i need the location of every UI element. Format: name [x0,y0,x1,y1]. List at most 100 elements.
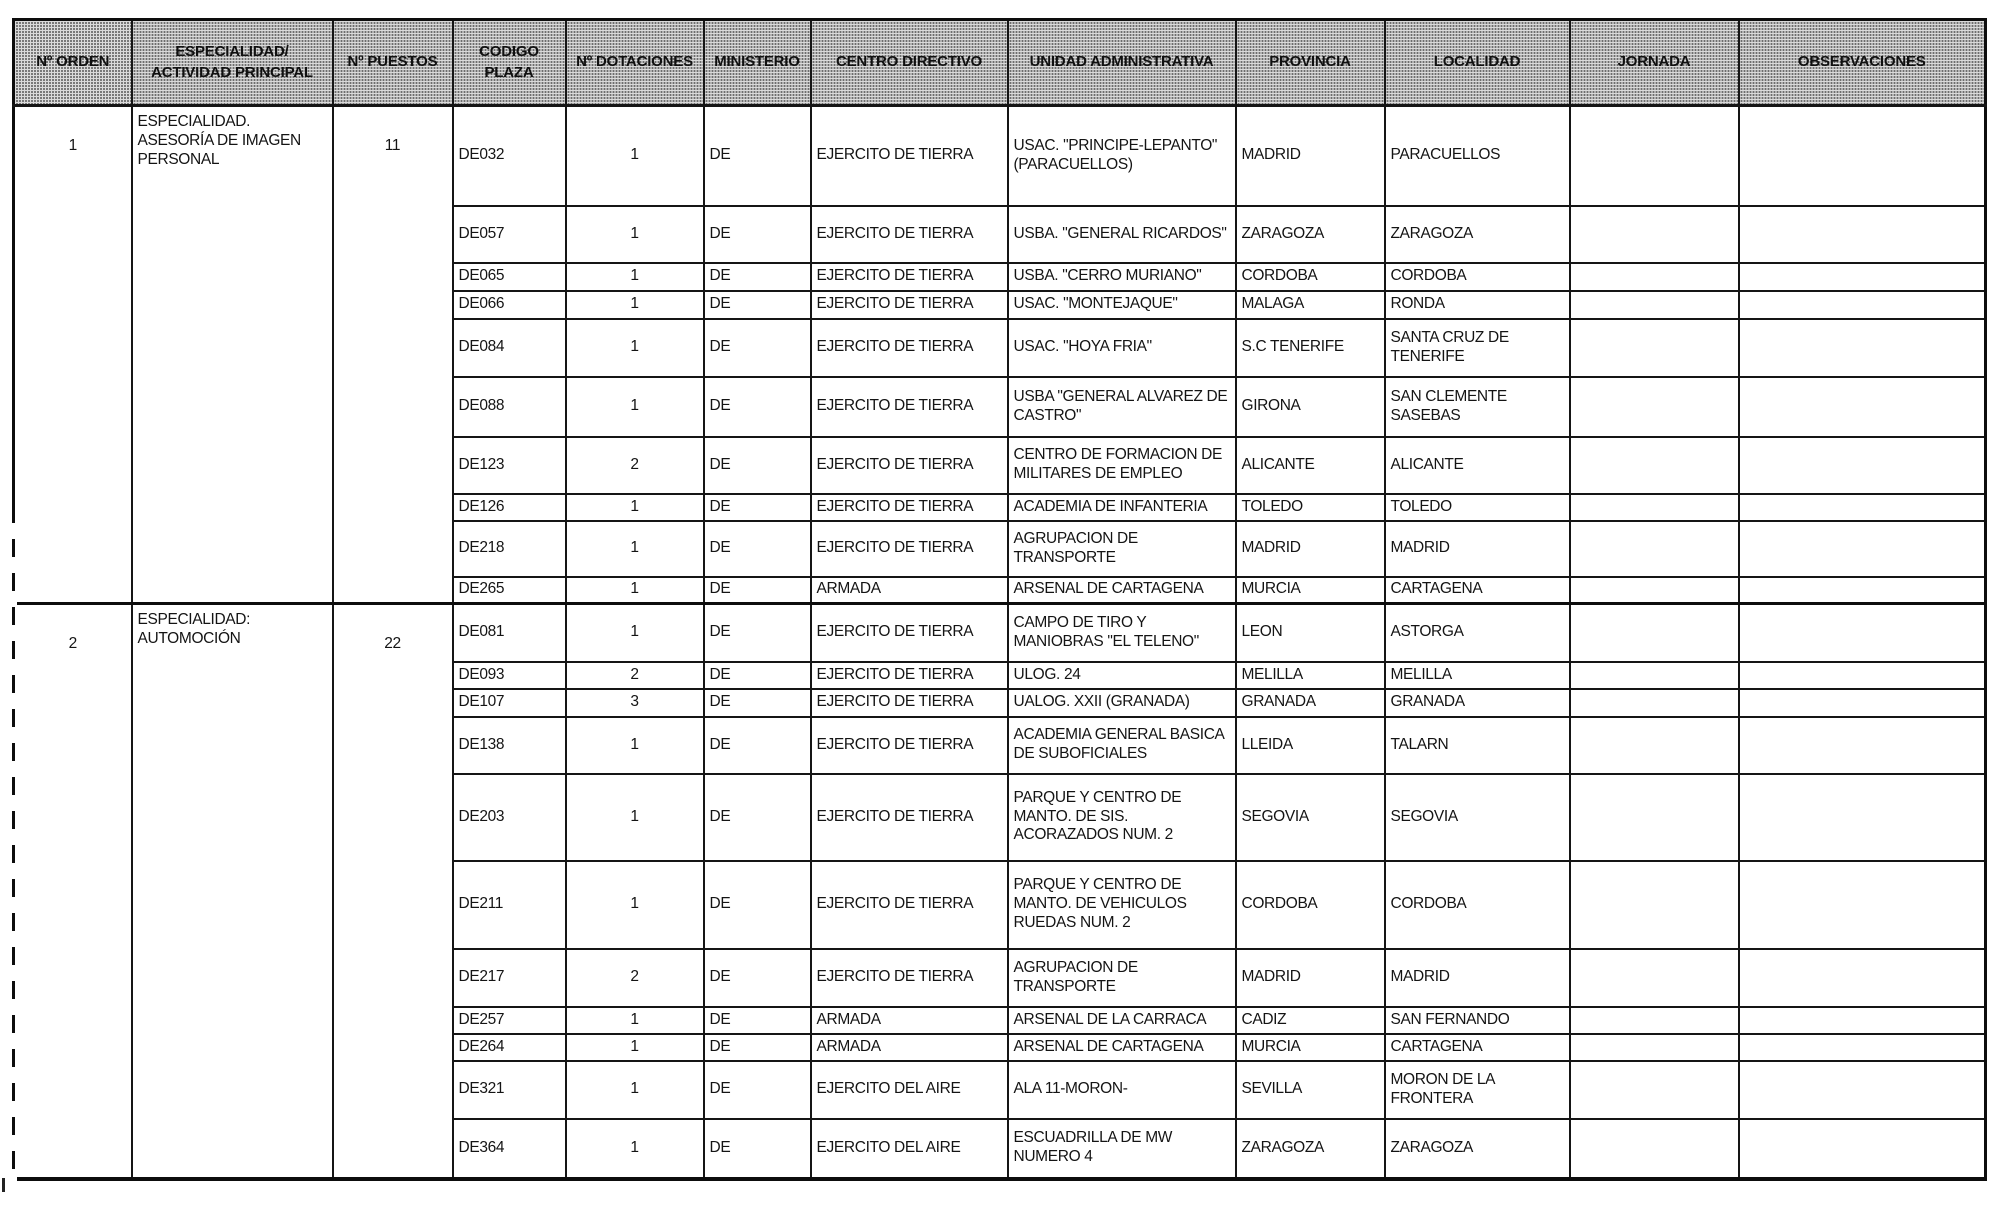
cell-ministerio: DE [702,1059,812,1120]
cell-num-dotaciones: 1 [564,289,705,320]
cell-provincia: MELILLA [1234,660,1386,690]
cell-observaciones [1737,859,1987,950]
cell-provincia: MADRID [1234,519,1386,578]
cell-provincia: MADRID [1234,104,1386,207]
cell-ministerio: DE [702,104,812,207]
table-row: DE126 1 DE EJERCITO DE TIERRA ACADEMIA DE IN… [14,492,1987,522]
cell-unidad-administrativa: ALA 11-MORON- [1006,1059,1237,1120]
cell-unidad-administrativa: PARQUE Y CENTRO DE MANTO. DE VEHICULOS R… [1006,859,1237,950]
cell-observaciones [1737,289,1987,320]
cell-ministerio: DE [702,602,812,663]
cell-localidad: ASTORGA [1383,602,1571,663]
cell-codigo-plaza: DE264 [451,1032,567,1062]
cell-unidad-administrativa: ESCUADRILLA DE MW NUMERO 4 [1006,1117,1237,1180]
cell-centro-directivo: EJERCITO DE TIERRA [809,602,1009,663]
cell-codigo-plaza: DE084 [451,317,567,378]
col-header-localidad: LOCALIDAD [1383,18,1571,107]
vacancies-table: Nº ORDEN ESPECIALIDAD/ ACTIVIDAD PRINCIP… [12,18,1987,1181]
cell-provincia: MURCIA [1234,575,1386,605]
cell-ministerio: DE [702,715,812,775]
cell-localidad: GRANADA [1383,687,1571,718]
cell-ministerio: DE [702,660,812,690]
cell-num-dotaciones: 3 [564,687,705,718]
cell-localidad: TOLEDO [1383,492,1571,522]
cell-centro-directivo: EJERCITO DE TIERRA [809,261,1009,292]
cell-num-dotaciones: 1 [564,204,705,264]
cell-num-dotaciones: 1 [564,492,705,522]
cell-localidad: RONDA [1383,289,1571,320]
cell-provincia: CORDOBA [1234,261,1386,292]
cell-centro-directivo: EJERCITO DE TIERRA [809,772,1009,862]
cell-jornada [1568,715,1740,775]
cell-codigo-plaza: DE257 [451,1005,567,1035]
table-row: DE321 1 DE EJERCITO DEL AIRE ALA 11-MORON- SE… [14,1059,1987,1120]
cell-provincia: ZARAGOZA [1234,1117,1386,1180]
cell-centro-directivo: ARMADA [809,1005,1009,1035]
table-row: DE107 3 DE EJERCITO DE TIERRA UALOG. XXII (G… [14,687,1987,718]
cell-centro-directivo: EJERCITO DE TIERRA [809,859,1009,950]
cell-observaciones [1737,1005,1987,1035]
cell-ministerio: DE [702,261,812,292]
cell-localidad: MADRID [1383,947,1571,1008]
cell-jornada [1568,492,1740,522]
table-row: DE138 1 DE EJERCITO DE TIERRA ACADEMIA GENER… [14,715,1987,775]
cell-unidad-administrativa: USAC. "HOYA FRIA" [1006,317,1237,378]
cell-localidad: CORDOBA [1383,859,1571,950]
table-row: DE066 1 DE EJERCITO DE TIERRA USAC. "MONTEJA… [14,289,1987,320]
cell-provincia: SEVILLA [1234,1059,1386,1120]
cell-num-dotaciones: 1 [564,1117,705,1180]
cell-codigo-plaza: DE065 [451,261,567,292]
cell-provincia: GIRONA [1234,375,1386,438]
table-row: DE093 2 DE EJERCITO DE TIERRA ULOG. 24 MELILL… [14,660,1987,690]
cell-localidad: MELILLA [1383,660,1571,690]
cell-centro-directivo: EJERCITO DE TIERRA [809,204,1009,264]
cell-observaciones [1737,715,1987,775]
cell-codigo-plaza: DE138 [451,715,567,775]
cell-jornada [1568,859,1740,950]
cell-centro-directivo: EJERCITO DEL AIRE [809,1117,1009,1180]
cell-num-dotaciones: 2 [564,435,705,495]
cell-provincia: MALAGA [1234,289,1386,320]
cell-centro-directivo: EJERCITO DE TIERRA [809,435,1009,495]
col-header-centro-directivo: CENTRO DIRECTIVO [809,18,1009,107]
cell-observaciones [1737,602,1987,663]
cell-num-dotaciones: 1 [564,859,705,950]
cell-centro-directivo: EJERCITO DE TIERRA [809,947,1009,1008]
cell-centro-directivo: EJERCITO DE TIERRA [809,492,1009,522]
cell-centro-directivo: EJERCITO DE TIERRA [809,687,1009,718]
cell-codigo-plaza: DE126 [451,492,567,522]
cell-codigo-plaza: DE203 [451,772,567,862]
col-header-num-puestos: Nº PUESTOS [331,18,454,107]
cell-jornada [1568,947,1740,1008]
cell-num-dotaciones: 1 [564,375,705,438]
cell-jornada [1568,435,1740,495]
cell-num-dotaciones: 1 [564,575,705,605]
cell-jornada [1568,575,1740,605]
col-header-especialidad: ESPECIALIDAD/ ACTIVIDAD PRINCIPAL [130,18,334,107]
cell-unidad-administrativa: AGRUPACION DE TRANSPORTE [1006,947,1237,1008]
cell-especialidad: ESPECIALIDAD. ASESORÍA DE IMAGEN PERSONA… [130,104,334,605]
col-header-jornada: JORNADA [1568,18,1740,107]
cell-num-dotaciones: 1 [564,519,705,578]
cell-unidad-administrativa: USAC. "MONTEJAQUE" [1006,289,1237,320]
cell-provincia: CADIZ [1234,1005,1386,1035]
table-row: DE265 1 DE ARMADA ARSENAL DE CARTAGENA MURCIA… [14,575,1987,605]
cell-ministerio: DE [702,575,812,605]
cell-observaciones [1737,660,1987,690]
cell-centro-directivo: EJERCITO DE TIERRA [809,660,1009,690]
table-row: DE364 1 DE EJERCITO DEL AIRE ESCUADRILLA DE … [14,1117,1987,1180]
cell-jornada [1568,1059,1740,1120]
cell-centro-directivo: EJERCITO DE TIERRA [809,375,1009,438]
cell-unidad-administrativa: USBA "GENERAL ALVAREZ DE CASTRO" [1006,375,1237,438]
cell-codigo-plaza: DE218 [451,519,567,578]
cell-codigo-plaza: DE217 [451,947,567,1008]
cell-jornada [1568,375,1740,438]
table-row: DE123 2 DE EJERCITO DE TIERRA CENTRO DE FORM… [14,435,1987,495]
col-header-codigo-plaza: CODIGO PLAZA [451,18,567,107]
cell-observaciones [1737,575,1987,605]
cell-localidad: PARACUELLOS [1383,104,1571,207]
cell-codigo-plaza: DE081 [451,602,567,663]
cell-jornada [1568,660,1740,690]
cell-provincia: SEGOVIA [1234,772,1386,862]
header-row: Nº ORDEN ESPECIALIDAD/ ACTIVIDAD PRINCIP… [12,18,1987,107]
